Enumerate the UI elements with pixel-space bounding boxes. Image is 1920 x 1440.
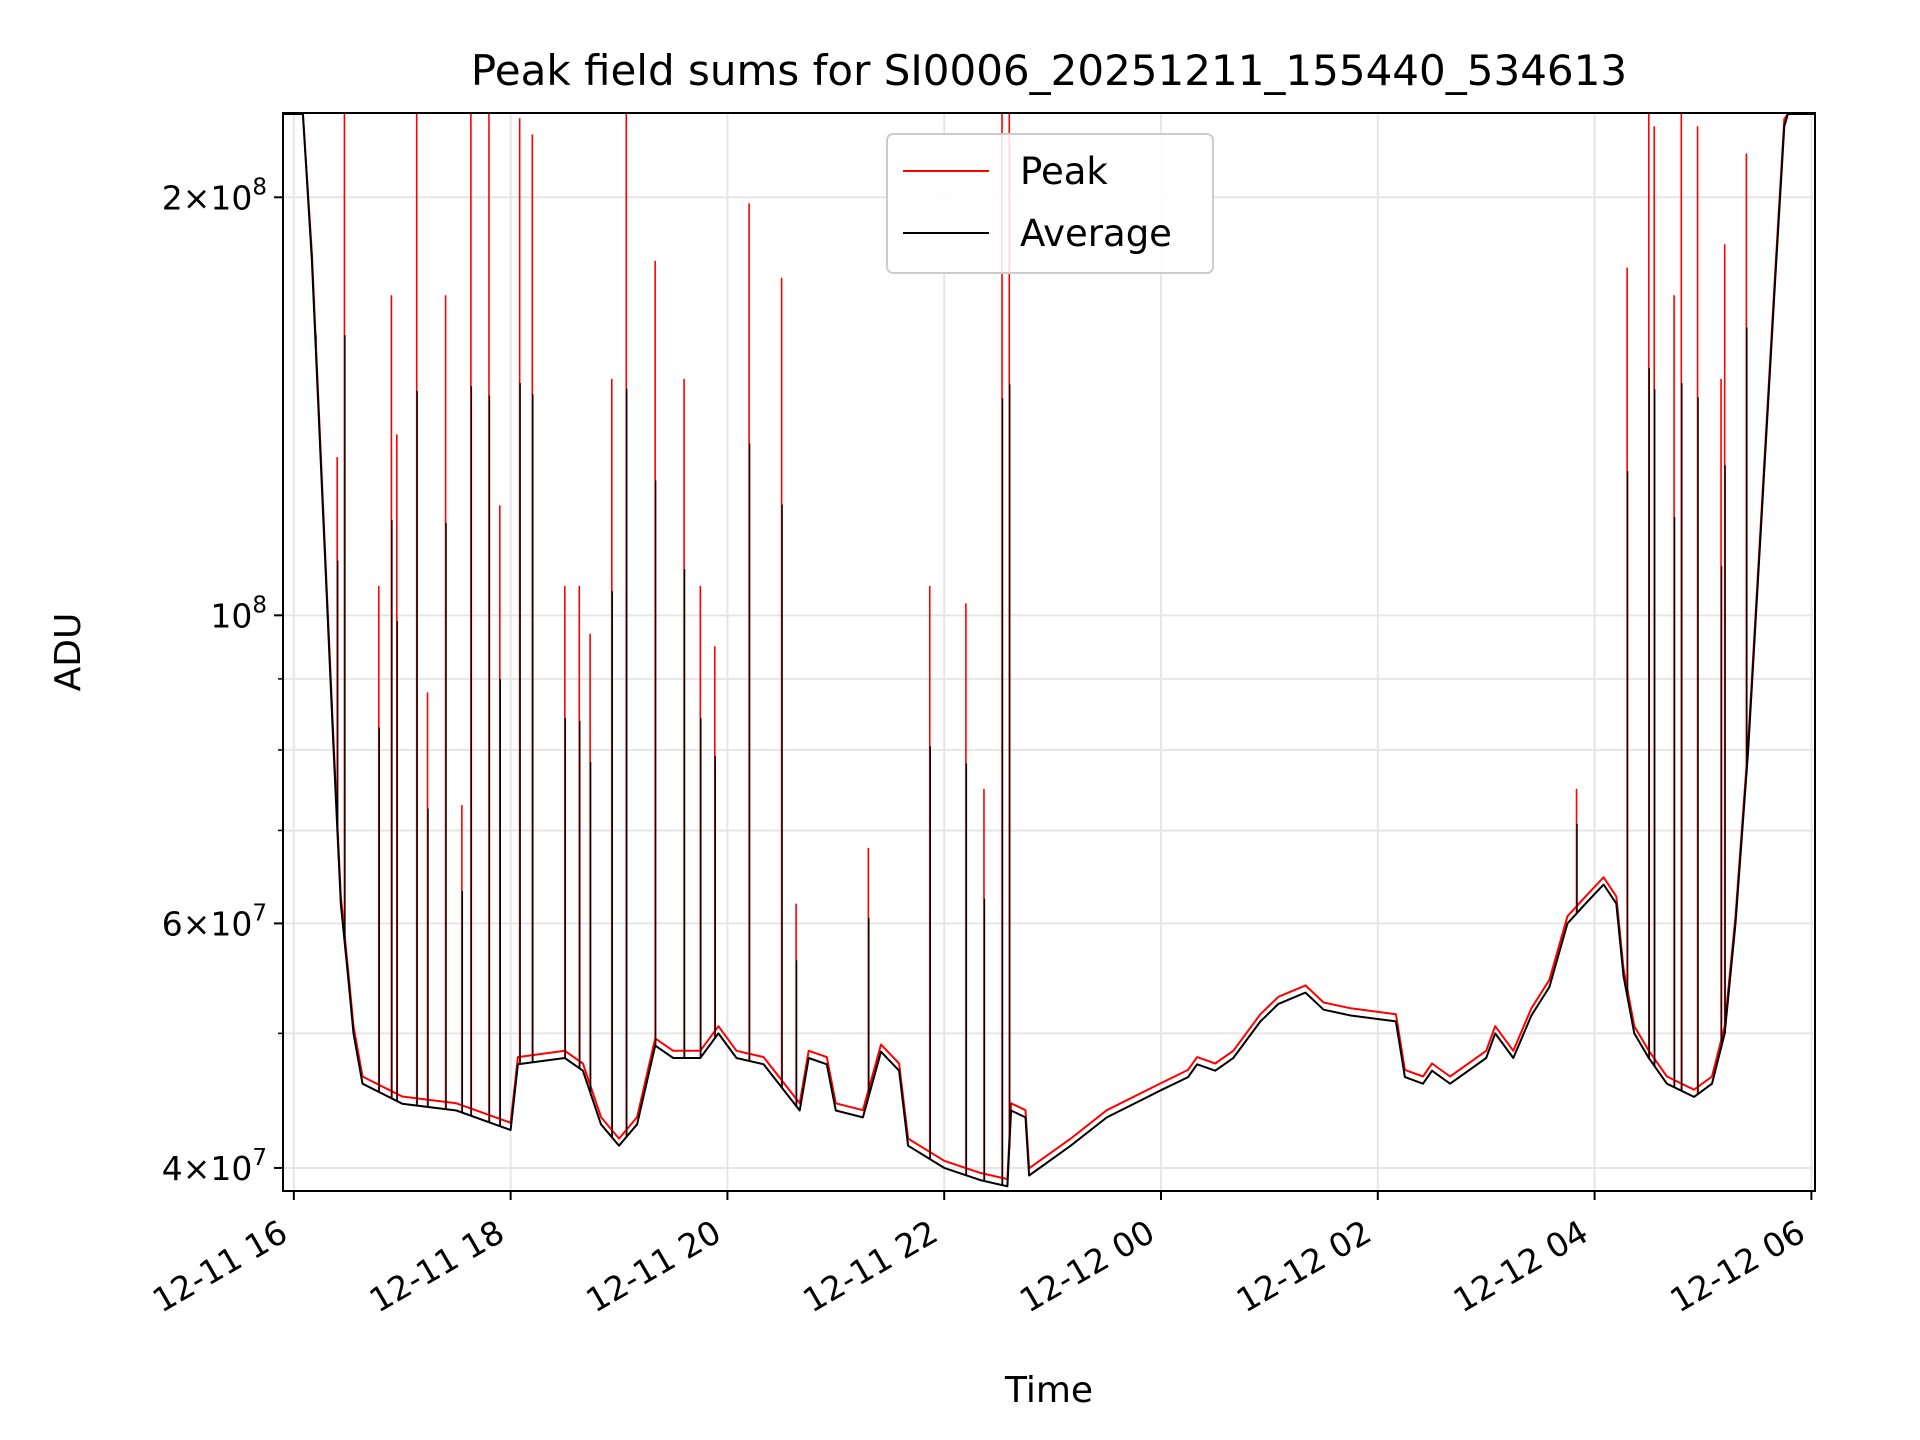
y-tick-label-base: 10: [210, 904, 252, 943]
x-tick-label: 12-12 00: [1013, 1212, 1161, 1320]
y-tick-label: 4×107: [162, 1145, 267, 1188]
legend-label: Average: [1020, 212, 1172, 255]
x-axis-ticks: 12-11 16 12-11 18 12-11 20 12-11 22 12-12 00…: [146, 1191, 1813, 1320]
x-tick-label: 12-11 16: [146, 1212, 294, 1320]
plot-frame: [282, 112, 1816, 1192]
x-tick-label: 12-11 20: [579, 1212, 727, 1320]
y-tick-label-times: ×: [183, 1149, 211, 1188]
y-tick-label-base: 10: [210, 596, 252, 635]
x-tick-label: 12-12 06: [1663, 1212, 1811, 1320]
grid: [283, 113, 1815, 1191]
y-tick-label-base: 10: [210, 1149, 252, 1188]
legend: Peak Average: [886, 133, 1214, 274]
y-tick-label-mantissa: 6: [162, 904, 183, 943]
y-tick-label-exp: 8: [252, 592, 267, 618]
chart-title: Peak field sums for SI0006_20251211_1554…: [471, 46, 1627, 95]
y-axis-label: ADU: [48, 613, 89, 692]
legend-box: [886, 133, 1214, 274]
peak-series-line: [283, 113, 1815, 1181]
series-layer: [283, 113, 1815, 1188]
x-axis-label: Time: [1004, 1370, 1093, 1411]
y-tick-label-mantissa: 4: [162, 1149, 183, 1188]
legend-label: Peak: [1020, 150, 1108, 193]
x-tick-label: 12-12 02: [1230, 1212, 1378, 1320]
y-tick-label-times: ×: [183, 904, 211, 943]
x-tick-label: 12-11 22: [796, 1212, 944, 1320]
y-tick-label-exp: 8: [252, 174, 267, 200]
x-tick-label: 12-11 18: [363, 1212, 511, 1320]
average-series-line: [283, 113, 1815, 1188]
y-tick-label-exp: 7: [252, 1145, 267, 1171]
x-tick-label: 12-12 04: [1447, 1212, 1595, 1320]
y-tick-label-mantissa: 2: [162, 178, 183, 217]
y-tick-label: 2×108: [162, 174, 267, 217]
y-tick-label: 108: [210, 592, 267, 635]
y-tick-label-exp: 7: [252, 900, 267, 926]
y-tick-label-base: 10: [210, 178, 252, 217]
y-tick-label-times: ×: [183, 178, 211, 217]
y-tick-label: 6×107: [162, 900, 267, 943]
